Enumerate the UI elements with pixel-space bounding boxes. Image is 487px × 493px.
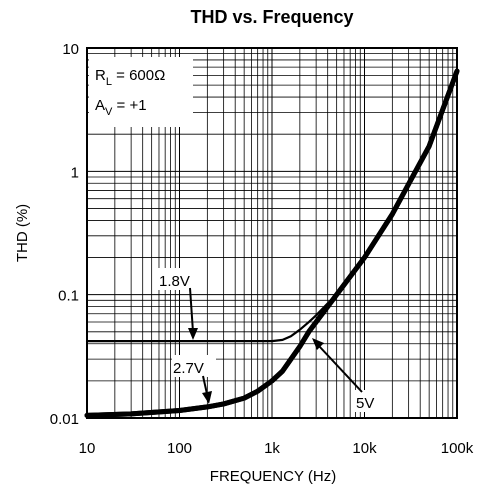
series-layer [84, 68, 460, 418]
annotation-arrows [188, 287, 363, 404]
tick-labels: 10 100 1k 10k 100k 0.01 0.1 1 10 [50, 41, 474, 457]
arrow-5v [318, 345, 363, 393]
y-tick-label: 0.01 [50, 411, 79, 428]
conditions-box [89, 57, 193, 127]
arrow-1p8v [189, 287, 194, 333]
chart-title: THD vs. Frequency [190, 7, 353, 27]
condition-av: AV = +1 [95, 97, 147, 118]
arrowhead-1p8v [188, 328, 198, 340]
annotation-2p7v: 2.7V [173, 360, 204, 377]
x-axis-label: FREQUENCY (Hz) [210, 468, 336, 485]
x-tick-label: 1k [264, 440, 280, 457]
arrowhead-5v [312, 338, 324, 350]
label-bg-5v [354, 390, 383, 412]
annotation-5v: 5V [356, 395, 374, 412]
label-bg-1p8v [158, 268, 206, 290]
plot-frame [86, 47, 458, 419]
y-tick-label: 10 [62, 41, 79, 58]
arrow-2p7v [202, 375, 208, 395]
x-tick-label: 10 [79, 440, 96, 457]
condition-rl: RL = 600Ω [95, 67, 165, 88]
x-tick-label: 10k [352, 440, 377, 457]
y-tick-label: 0.1 [58, 288, 79, 305]
label-bg-2p7v [172, 355, 216, 377]
y-axis-label: THD (%) [14, 204, 31, 262]
x-tick-label: 100k [441, 440, 474, 457]
y-tick-label: 1 [71, 164, 79, 181]
annotation-1p8v: 1.8V [159, 273, 190, 290]
x-tick-label: 100 [167, 440, 192, 457]
arrowhead-2p7v [202, 391, 212, 404]
series-5v-line [84, 68, 460, 418]
